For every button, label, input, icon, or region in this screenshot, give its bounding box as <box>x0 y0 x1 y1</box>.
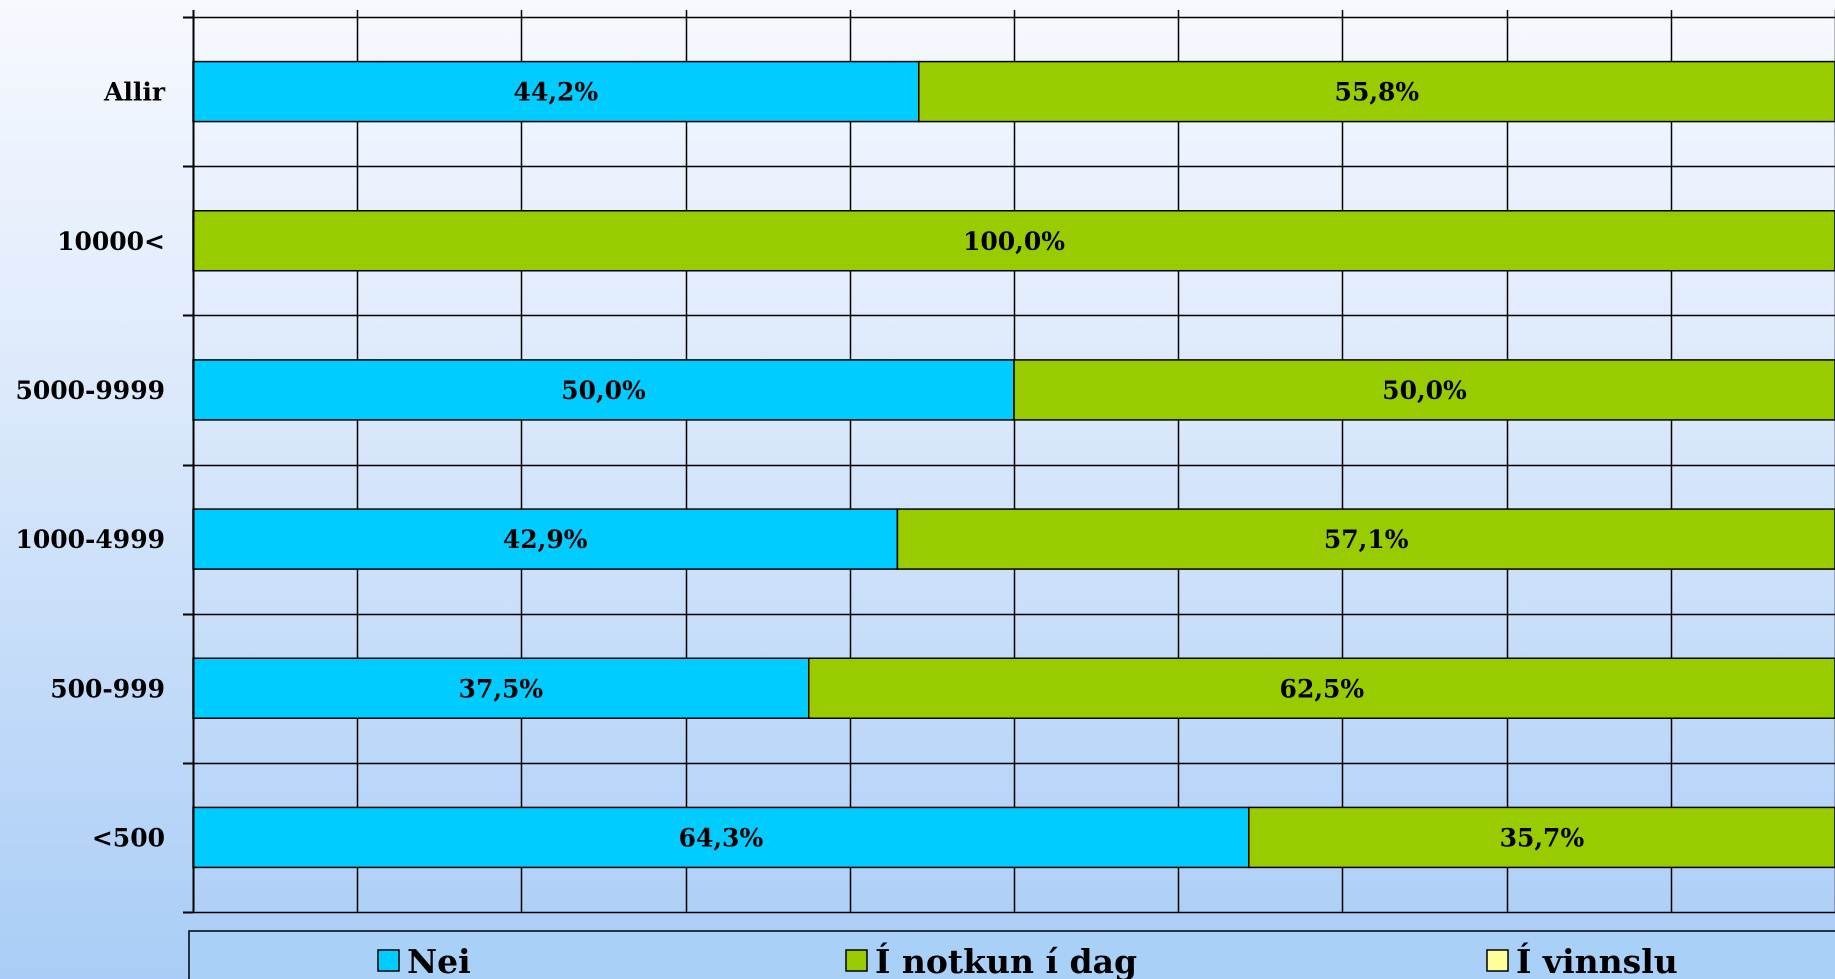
value-label: 64,3% <box>679 823 764 852</box>
legend-label: Í vinnslu <box>1516 941 1678 979</box>
legend-swatch <box>377 949 400 972</box>
value-label: 44,2% <box>514 78 599 107</box>
legend-label: Í notkun í dag <box>875 941 1137 979</box>
bar-segment <box>192 806 1250 869</box>
category-label: 500-999 <box>50 674 165 703</box>
value-label: 100,0% <box>963 227 1065 256</box>
value-label: 37,5% <box>459 674 544 703</box>
bar-segment <box>918 60 1835 123</box>
value-label: 57,1% <box>1324 525 1409 554</box>
legend-swatch <box>845 949 868 972</box>
grid-lines <box>192 10 1835 914</box>
value-label: 42,9% <box>503 525 588 554</box>
bar-segment <box>192 210 1835 272</box>
legend-box <box>188 930 1835 979</box>
value-label: 55,8% <box>1335 78 1420 107</box>
value-label: 62,5% <box>1280 674 1365 703</box>
legend-label: Nei <box>407 942 471 979</box>
legend-swatch <box>1486 949 1509 972</box>
bar-segment <box>896 508 1835 570</box>
bar-segment <box>1013 359 1835 421</box>
category-label: Allir <box>103 78 166 107</box>
legend: Nei Í notkun í dag Í vinnslu <box>188 930 1835 979</box>
value-label: 50,0% <box>1382 376 1467 405</box>
category-labels: Allir 10000< 5000-9999 1000-4999 500-999 <500 <box>15 78 165 853</box>
value-label: 50,0% <box>561 376 646 405</box>
category-label: <500 <box>92 823 165 852</box>
value-label: 35,7% <box>1500 823 1585 852</box>
value-labels: 44,2% 55,8% 100,0% 50,0% 50,0% 42,9% 57,1% 37,5… <box>459 78 1585 853</box>
bar-segment <box>192 657 810 719</box>
category-label: 10000< <box>57 227 165 256</box>
category-label: 1000-4999 <box>15 525 165 554</box>
bars <box>192 60 1835 869</box>
y-axis <box>183 10 195 914</box>
bar-segment <box>808 657 1835 719</box>
category-label: 5000-9999 <box>15 376 165 405</box>
bar-segment <box>1248 806 1835 869</box>
